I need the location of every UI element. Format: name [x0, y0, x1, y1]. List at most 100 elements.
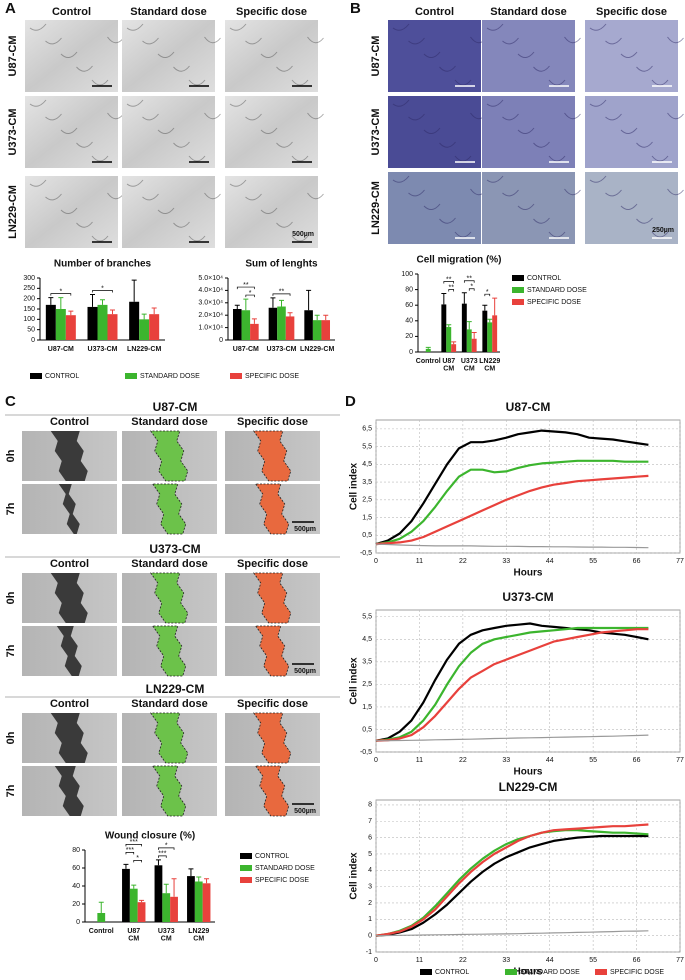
error-bar — [155, 859, 161, 866]
significance-bracket — [236, 286, 255, 290]
error-bar — [306, 289, 312, 311]
error-bar — [141, 313, 147, 320]
bar — [466, 329, 472, 352]
x-axis-label: Hours — [514, 967, 543, 978]
bar — [285, 316, 295, 340]
texture — [605, 189, 622, 197]
significance-label: *** — [158, 851, 166, 858]
significance-bracket — [245, 294, 255, 298]
group-title: LN229-CM — [146, 682, 205, 696]
y-tick-label: -1 — [366, 949, 372, 956]
wound-gap — [151, 765, 187, 817]
y-tick-label: 5 — [368, 851, 372, 858]
y-tick-label: 3 — [368, 883, 372, 890]
wound-gap — [254, 765, 290, 817]
texture — [620, 203, 638, 210]
legend-swatch — [512, 275, 524, 281]
y-tick-label: 60 — [405, 302, 413, 309]
row-label: LN229-CM — [370, 181, 382, 235]
x-tick-label: 0 — [374, 957, 378, 964]
bar — [187, 876, 195, 922]
row-label: U373-CM — [370, 108, 382, 155]
texture — [517, 127, 535, 134]
texture — [126, 99, 144, 107]
legend-swatch — [125, 373, 137, 379]
column-header: Control — [415, 6, 454, 18]
texture — [533, 217, 550, 224]
texture — [439, 217, 456, 224]
significance-bracket — [468, 288, 475, 291]
row-label: 7h — [5, 644, 17, 657]
bar — [451, 344, 457, 352]
micrograph — [25, 96, 118, 168]
row-label: 0h — [5, 449, 17, 462]
texture — [636, 141, 653, 148]
legend-swatch — [595, 969, 607, 975]
error-bar — [163, 883, 169, 894]
significance-label: ** — [448, 284, 454, 291]
micrograph — [25, 20, 118, 92]
texture — [126, 179, 144, 187]
y-tick-label: 4 — [368, 867, 372, 874]
texture — [142, 37, 159, 45]
y-tick-label: 50 — [27, 327, 35, 334]
texture — [29, 179, 47, 187]
x-axis-label: Hours — [514, 568, 543, 579]
row-label: 0h — [5, 731, 17, 744]
significance-label: ** — [446, 276, 452, 283]
legend-swatch — [230, 373, 242, 379]
wound-gap — [58, 484, 80, 534]
micrograph — [585, 20, 678, 92]
row-label: U87-CM — [370, 36, 382, 77]
x-tick-label: U87 CM — [127, 928, 140, 943]
x-tick-label: 77 — [676, 757, 684, 764]
y-tick-label: 1.0×10⁴ — [198, 324, 223, 331]
texture — [307, 36, 324, 44]
bar — [162, 893, 171, 922]
significance-bracket — [133, 860, 142, 863]
error-bar — [68, 310, 74, 316]
texture — [548, 231, 566, 238]
legend-label: CONTROL — [45, 373, 79, 380]
x-tick-label: U87-CM — [48, 346, 74, 353]
texture — [392, 23, 410, 31]
x-tick-label: 11 — [416, 757, 423, 764]
x-tick-label: LN229-CM — [300, 346, 334, 353]
texture — [620, 51, 638, 58]
bar — [487, 322, 493, 352]
x-tick-label: 33 — [502, 757, 510, 764]
legend-swatch — [512, 287, 524, 293]
bar — [55, 309, 66, 340]
x-tick-label: 55 — [589, 558, 597, 565]
x-tick-label: 44 — [546, 558, 554, 565]
legend-swatch — [30, 373, 42, 379]
series-line — [375, 823, 649, 937]
bar — [149, 314, 160, 340]
legend-label: CONTROL — [527, 275, 561, 282]
x-tick-label: 0 — [374, 558, 378, 565]
legend-label: STANDARD DOSE — [527, 287, 587, 294]
x-tick-label: 66 — [633, 957, 641, 964]
texture — [157, 51, 175, 58]
y-tick-label: 2,5 — [362, 497, 372, 504]
legend-label: STANDARD DOSE — [255, 865, 315, 872]
legend-label: SPECIFIC DOSE — [610, 969, 664, 976]
column-header: Standard dose — [130, 6, 206, 18]
significance-bracket — [50, 293, 72, 296]
bar — [139, 319, 150, 340]
bar — [87, 306, 98, 340]
micrograph — [225, 20, 318, 92]
texture — [667, 188, 684, 196]
error-bar — [487, 318, 493, 323]
bar — [446, 327, 452, 352]
legend-swatch — [420, 969, 432, 975]
significance-bracket — [448, 289, 455, 292]
chart-title: Number of branches — [54, 259, 152, 270]
column-header: Specific dose — [237, 416, 308, 428]
texture — [276, 65, 293, 72]
x-tick-label: LN229 CM — [188, 928, 209, 943]
x-tick-label: U373-CM — [88, 346, 118, 353]
bar — [277, 306, 286, 340]
bar — [321, 320, 331, 340]
texture — [291, 79, 309, 86]
